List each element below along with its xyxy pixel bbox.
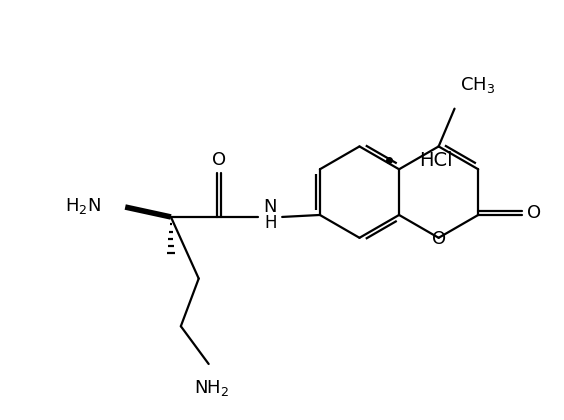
Text: O: O: [431, 230, 446, 248]
Text: O: O: [527, 204, 541, 222]
Text: CH$_3$: CH$_3$: [460, 75, 496, 95]
Text: HCl: HCl: [419, 151, 453, 170]
Text: NH$_2$: NH$_2$: [194, 378, 230, 398]
Text: H$_2$N: H$_2$N: [65, 196, 102, 216]
Text: O: O: [212, 151, 226, 169]
Text: H: H: [264, 214, 276, 232]
Text: N: N: [263, 198, 277, 216]
